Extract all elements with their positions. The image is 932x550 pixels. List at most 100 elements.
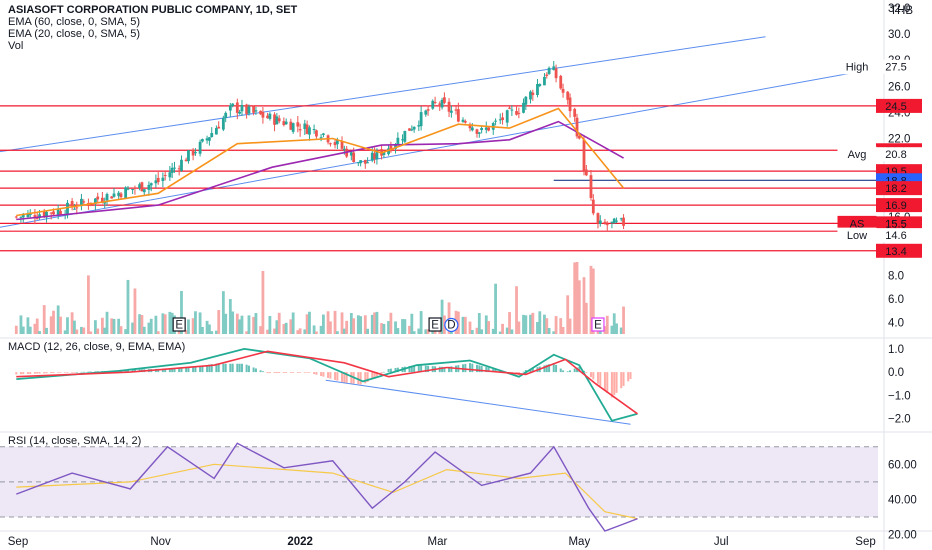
candle-body [412, 126, 416, 130]
volume-bar [610, 325, 614, 334]
candle-body [438, 103, 442, 105]
candle-body [543, 76, 546, 86]
macd-histogram-bar [364, 372, 367, 384]
macd-histogram-bar [238, 363, 241, 373]
volume-bar [142, 326, 146, 334]
candle-body [605, 224, 609, 226]
macd-histogram-bar [371, 372, 374, 380]
ema20-legend[interactable]: EMA (20, close, 0, SMA, 5) [8, 28, 141, 40]
macd-histogram-bar [315, 372, 318, 375]
macd-histogram-bar [578, 366, 581, 373]
macd-histogram-bar [252, 367, 255, 373]
volume-bar [543, 314, 546, 334]
earnings-marker[interactable] [428, 317, 442, 332]
macd-histogram-bar [194, 367, 197, 373]
candle-body [501, 117, 504, 120]
volume-bar [228, 299, 232, 334]
candle-body [547, 67, 551, 74]
candle-body [52, 211, 55, 215]
volume-bar [408, 325, 411, 334]
candle-body [538, 84, 542, 86]
price-tag-value: 15.5 [885, 218, 906, 230]
candle-body [252, 106, 256, 113]
macd-histogram-bar [548, 364, 551, 373]
candle-body [319, 137, 323, 139]
candle-body [59, 210, 62, 215]
macd-histogram-bar [524, 370, 527, 373]
candle-body [440, 99, 444, 108]
rsi-axis-label: 20.00 [888, 529, 917, 541]
candle-body [126, 188, 130, 190]
candle-body [447, 101, 451, 112]
candle-body [235, 102, 239, 113]
volume-bar [252, 316, 256, 334]
candle-body [45, 211, 48, 218]
candle-body [461, 119, 465, 122]
candle-body [33, 215, 37, 218]
candle-body [119, 193, 123, 198]
macd-histogram-bar [313, 372, 316, 375]
volume-bar [615, 323, 618, 334]
macd-histogram-bar [341, 372, 344, 382]
candle-body [131, 189, 135, 191]
candle-body [598, 220, 602, 224]
dividend-marker[interactable] [444, 317, 459, 333]
macd-histogram-bar [206, 364, 209, 373]
volume-bar [149, 318, 153, 334]
macd-histogram-bar [45, 372, 48, 374]
macd-histogram-bar [531, 368, 534, 373]
volume-legend[interactable]: Vol [8, 40, 24, 52]
volume-bar [342, 328, 346, 334]
event-marker-label: E [431, 320, 439, 332]
volume-bar [547, 327, 551, 334]
volume-bar [273, 328, 276, 334]
volume-bar [566, 295, 570, 334]
earnings-marker[interactable] [172, 317, 186, 332]
volume-bar [417, 328, 421, 334]
volume-bar [247, 315, 251, 334]
macd-histogram-bar [448, 366, 451, 373]
candle-body [410, 129, 414, 131]
macd-legend[interactable]: MACD (12, 26, close, 9, EMA, EMA) [8, 341, 186, 353]
candle-body [214, 127, 218, 135]
volume-bar [508, 312, 511, 334]
candle-body [335, 140, 339, 145]
macd-histogram-bar [322, 372, 325, 377]
volume-bar [515, 286, 518, 334]
trend-line-lower[interactable] [0, 66, 887, 228]
candle-body [433, 101, 437, 103]
candle-body [517, 112, 521, 114]
volume-bar [187, 319, 190, 334]
macd-trend-line[interactable] [325, 379, 631, 425]
ema60-legend[interactable]: EMA (60, close, 0, SMA, 5) [8, 16, 141, 28]
candle-body [305, 124, 309, 134]
trend-line-upper[interactable] [0, 36, 766, 153]
volume-bar [552, 331, 556, 334]
volume-bar [140, 315, 144, 334]
rsi-legend[interactable]: RSI (14, close, SMA, 14, 2) [8, 435, 142, 447]
volume-bar [319, 325, 323, 334]
candle-body [198, 141, 202, 154]
macd-histogram-bar [308, 372, 311, 373]
volume-bar [214, 330, 218, 334]
macd-histogram-bar [592, 372, 595, 380]
macd-histogram-bar [492, 368, 495, 373]
candle-body [424, 110, 428, 115]
candle-body [387, 148, 390, 155]
candle-body [163, 175, 167, 177]
candle-body [70, 201, 74, 208]
volume-bar [38, 331, 41, 334]
volume-bar [396, 328, 400, 334]
candle-body [168, 172, 172, 178]
earnings-marker[interactable] [591, 317, 605, 332]
candle-body [312, 129, 316, 131]
candle-body [38, 214, 41, 218]
event-marker-label: D [447, 320, 455, 332]
volume-bar [124, 329, 128, 334]
volume-bar [14, 325, 18, 334]
macd-histogram-bar [343, 372, 346, 383]
candle-body [231, 103, 235, 106]
price-tag-value-box [876, 59, 922, 74]
candle-body [417, 125, 421, 127]
